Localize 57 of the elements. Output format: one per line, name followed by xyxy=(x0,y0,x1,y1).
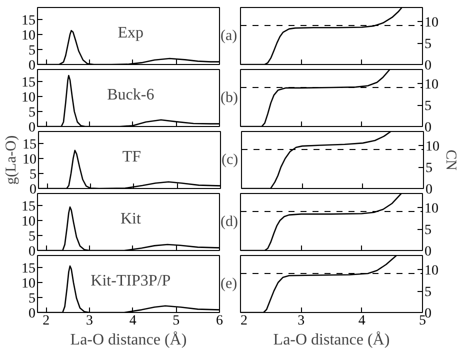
y-tick-label: 0 xyxy=(424,244,432,260)
x-tick-label: 2 xyxy=(42,314,50,328)
y-tick-label: 0 xyxy=(28,120,36,136)
text: (e) xyxy=(220,276,238,292)
y-tick-label: 15 xyxy=(22,262,36,276)
text: (a) xyxy=(220,28,238,44)
annotation: Kit xyxy=(120,210,142,228)
y-tick-label: 5 xyxy=(28,230,36,244)
y-tick-label: 5 xyxy=(28,292,36,306)
text: (b) xyxy=(220,90,238,106)
y-tick-label: 10 xyxy=(426,140,440,155)
y-tick-label: 5 xyxy=(424,99,432,114)
x-tick-label: 3 xyxy=(86,314,93,328)
x-tick-label: 4 xyxy=(129,314,136,328)
y-tick-label: 0 xyxy=(426,182,432,198)
y-tick-label: 5 xyxy=(28,106,36,120)
y-tick-label: 15 xyxy=(22,76,36,90)
y-tick-label: 15 xyxy=(22,138,36,152)
y-tick-label: 10 xyxy=(22,276,36,292)
y-tick-label: 0 xyxy=(28,306,36,322)
y-tick-label: 0 xyxy=(424,58,432,74)
y-tick-label: 0 xyxy=(28,244,36,260)
annotation: Buck-6 xyxy=(107,86,154,104)
y-tick-label: 10 xyxy=(22,90,36,106)
y-tick-label: 5 xyxy=(30,168,36,182)
y-tick-label: 5 xyxy=(424,285,432,300)
y-tick-label: 5 xyxy=(424,223,432,238)
y-tick-label: 5 xyxy=(426,161,432,176)
y-tick-label: 0 xyxy=(424,120,432,136)
y-tick-label: 0 xyxy=(28,58,36,74)
y-axis-title: g(La-O) xyxy=(4,135,20,185)
y-tick-label: 10 xyxy=(22,152,36,168)
x-tick-label: 4 xyxy=(358,314,366,328)
y-tick-label: 5 xyxy=(424,37,432,52)
y-tick-label: 10 xyxy=(424,264,438,279)
x-axis-title: La-O distance (Å) xyxy=(70,330,187,348)
x-tick-label: 5 xyxy=(172,314,180,328)
text: (c) xyxy=(222,152,238,168)
x-tick-label: 6 xyxy=(216,314,223,328)
y-tick-label: 0 xyxy=(424,306,432,322)
y-tick-label: 10 xyxy=(424,16,438,31)
x-tick-label: 2 xyxy=(240,314,248,328)
annotation: Exp xyxy=(118,24,144,42)
text: (d) xyxy=(220,214,238,230)
x-tick-label: 3 xyxy=(298,314,305,328)
x-axis-title: La-O distance (Å) xyxy=(273,330,390,348)
y-tick-label: 5 xyxy=(28,44,36,58)
y-tick-label: 10 xyxy=(424,202,438,217)
annotation: Kit-TIP3P/P xyxy=(90,272,171,290)
annotation: TF xyxy=(122,148,142,166)
y-tick-label: 10 xyxy=(424,78,438,93)
y-axis-title: CN xyxy=(442,150,458,171)
y-tick-label: 0 xyxy=(30,182,36,198)
y-tick-label: 15 xyxy=(22,200,36,214)
y-tick-label: 10 xyxy=(22,214,36,230)
y-tick-label: 10 xyxy=(22,28,36,44)
y-tick-label: 15 xyxy=(22,14,36,28)
